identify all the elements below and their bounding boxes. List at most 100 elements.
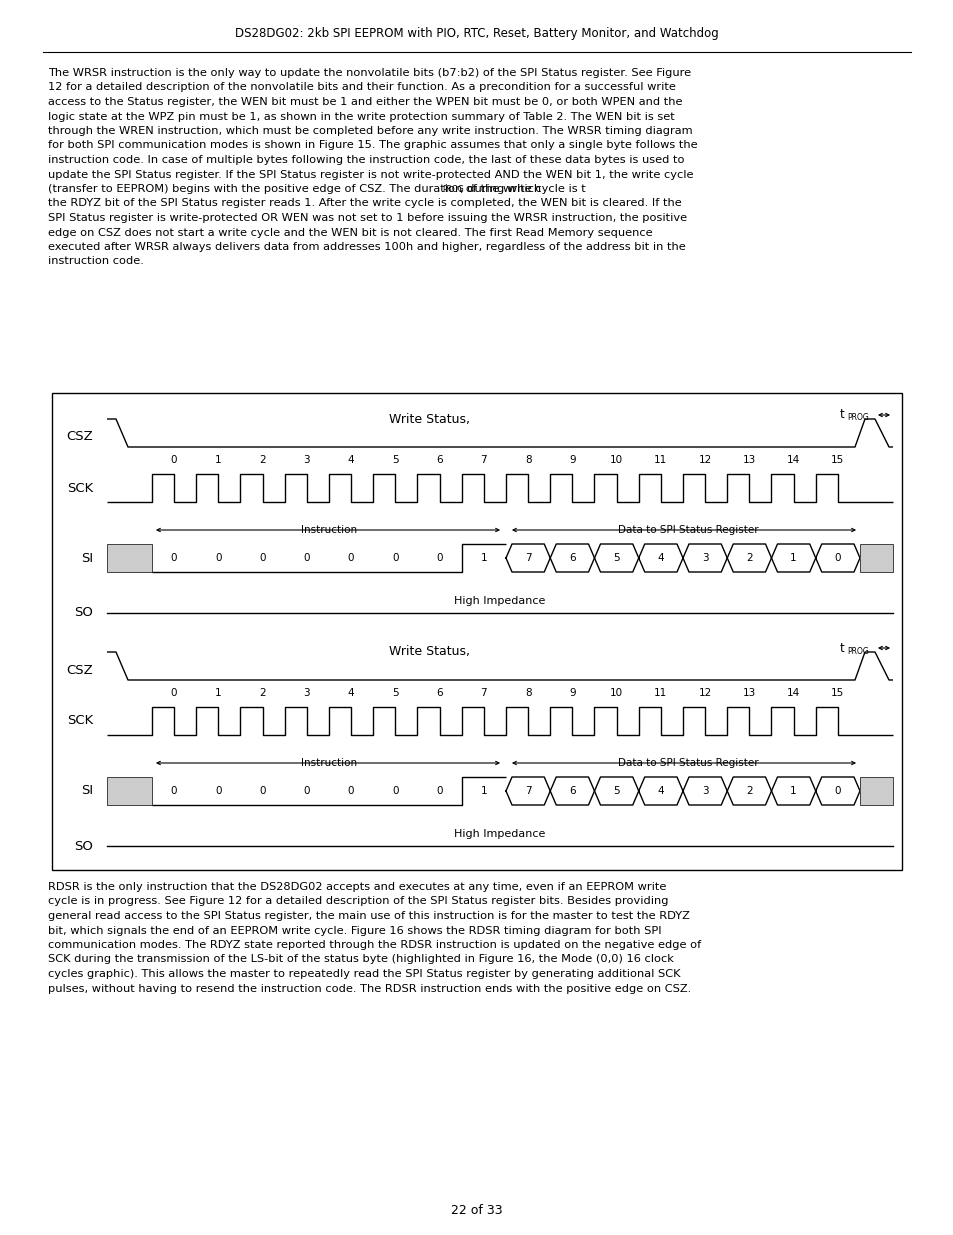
- Polygon shape: [815, 543, 859, 572]
- Polygon shape: [594, 543, 639, 572]
- Text: RDSR is the only instruction that the DS28DG02 accepts and executes at any time,: RDSR is the only instruction that the DS…: [48, 882, 666, 892]
- Text: CSZ: CSZ: [66, 431, 92, 443]
- Text: 5: 5: [613, 553, 619, 563]
- Text: 10: 10: [609, 454, 622, 466]
- Polygon shape: [771, 543, 815, 572]
- Text: 7: 7: [480, 688, 487, 698]
- Text: 9: 9: [569, 688, 575, 698]
- Text: 2: 2: [745, 785, 752, 797]
- Text: instruction code.: instruction code.: [48, 257, 144, 267]
- Text: SCK during the transmission of the LS-bit of the status byte (highlighted in Fig: SCK during the transmission of the LS-bi…: [48, 955, 673, 965]
- Text: 14: 14: [786, 688, 800, 698]
- Text: 0: 0: [303, 785, 310, 797]
- Text: communication modes. The RDYZ state reported through the RDSR instruction is upd: communication modes. The RDYZ state repo…: [48, 940, 700, 950]
- Text: 12: 12: [698, 454, 711, 466]
- Text: for both SPI communication modes is shown in Figure 15. The graphic assumes that: for both SPI communication modes is show…: [48, 141, 697, 151]
- Text: 3: 3: [701, 785, 708, 797]
- Text: PROG: PROG: [846, 414, 868, 422]
- Text: t: t: [840, 409, 843, 421]
- Text: 9: 9: [569, 454, 575, 466]
- Text: High Impedance: High Impedance: [454, 829, 545, 839]
- Text: 12: 12: [698, 688, 711, 698]
- Text: 8: 8: [524, 454, 531, 466]
- Text: 1: 1: [480, 785, 487, 797]
- Text: 0: 0: [348, 553, 354, 563]
- Text: 4: 4: [348, 688, 355, 698]
- Bar: [107, 543, 152, 572]
- Text: executed after WRSR always delivers data from addresses 100h and higher, regardl: executed after WRSR always delivers data…: [48, 242, 685, 252]
- Text: 0: 0: [259, 553, 266, 563]
- Text: 2: 2: [259, 454, 266, 466]
- Text: 2: 2: [745, 553, 752, 563]
- Text: 4: 4: [657, 785, 663, 797]
- Polygon shape: [639, 543, 682, 572]
- Text: , during which: , during which: [459, 184, 540, 194]
- Text: 5: 5: [392, 454, 398, 466]
- Text: 1: 1: [480, 553, 487, 563]
- Text: 3: 3: [701, 553, 708, 563]
- Text: Data to SPI Status Register: Data to SPI Status Register: [617, 525, 758, 535]
- Text: through the WREN instruction, which must be completed before any write instructi: through the WREN instruction, which must…: [48, 126, 692, 136]
- Text: Write Status,: Write Status,: [389, 412, 470, 426]
- Text: PROG: PROG: [846, 646, 868, 656]
- Text: edge on CSZ does not start a write cycle and the WEN bit is not cleared. The fir: edge on CSZ does not start a write cycle…: [48, 227, 652, 237]
- Polygon shape: [726, 777, 771, 805]
- Text: 0: 0: [392, 553, 398, 563]
- Text: PROG: PROG: [442, 185, 463, 194]
- Text: 4: 4: [657, 553, 663, 563]
- Text: Instruction: Instruction: [300, 758, 356, 768]
- Polygon shape: [771, 777, 815, 805]
- Text: pulses, without having to resend the instruction code. The RDSR instruction ends: pulses, without having to resend the ins…: [48, 983, 691, 993]
- Text: 0: 0: [214, 785, 221, 797]
- Text: bit, which signals the end of an EEPROM write cycle. Figure 16 shows the RDSR ti: bit, which signals the end of an EEPROM …: [48, 925, 661, 935]
- Text: 6: 6: [436, 688, 442, 698]
- Text: 0: 0: [303, 553, 310, 563]
- Text: 4: 4: [348, 454, 355, 466]
- Text: 7: 7: [480, 454, 487, 466]
- Text: update the SPI Status register. If the SPI Status register is not write-protecte: update the SPI Status register. If the S…: [48, 169, 693, 179]
- Text: 11: 11: [654, 454, 667, 466]
- Text: SO: SO: [74, 606, 92, 620]
- Text: Instruction: Instruction: [300, 525, 356, 535]
- Text: Data to SPI Status Register: Data to SPI Status Register: [617, 758, 758, 768]
- Text: 12 for a detailed description of the nonvolatile bits and their function. As a p: 12 for a detailed description of the non…: [48, 83, 675, 93]
- Text: 3: 3: [303, 688, 310, 698]
- Polygon shape: [639, 777, 682, 805]
- Bar: [859, 777, 892, 805]
- Bar: [107, 777, 152, 805]
- Text: SI: SI: [81, 552, 92, 564]
- Text: 0: 0: [834, 553, 841, 563]
- Text: DS28DG02: 2kb SPI EEPROM with PIO, RTC, Reset, Battery Monitor, and Watchdog: DS28DG02: 2kb SPI EEPROM with PIO, RTC, …: [234, 27, 719, 40]
- Text: 13: 13: [742, 454, 755, 466]
- Text: SCK: SCK: [67, 715, 92, 727]
- Text: access to the Status register, the WEN bit must be 1 and either the WPEN bit mus: access to the Status register, the WEN b…: [48, 98, 681, 107]
- Text: 1: 1: [214, 454, 221, 466]
- Text: 10: 10: [609, 688, 622, 698]
- Text: 6: 6: [569, 553, 575, 563]
- Text: t: t: [840, 641, 843, 655]
- Text: 0: 0: [171, 785, 177, 797]
- Polygon shape: [726, 543, 771, 572]
- Text: 7: 7: [524, 553, 531, 563]
- Text: 0: 0: [348, 785, 354, 797]
- Text: 22 of 33: 22 of 33: [451, 1203, 502, 1216]
- Polygon shape: [815, 777, 859, 805]
- Text: Write Status,: Write Status,: [389, 646, 470, 658]
- Text: 5: 5: [392, 688, 398, 698]
- Text: 6: 6: [569, 785, 575, 797]
- Text: CSZ: CSZ: [66, 663, 92, 677]
- Text: The WRSR instruction is the only way to update the nonvolatile bits (b7:b2) of t: The WRSR instruction is the only way to …: [48, 68, 690, 78]
- Text: 0: 0: [436, 553, 442, 563]
- Text: 6: 6: [436, 454, 442, 466]
- Polygon shape: [550, 777, 594, 805]
- Polygon shape: [505, 777, 550, 805]
- Text: 0: 0: [171, 454, 177, 466]
- Text: 14: 14: [786, 454, 800, 466]
- Text: 2: 2: [259, 688, 266, 698]
- Text: 0: 0: [171, 553, 177, 563]
- Text: 5: 5: [613, 785, 619, 797]
- Bar: [52, 393, 901, 869]
- Text: cycles graphic). This allows the master to repeatedly read the SPI Status regist: cycles graphic). This allows the master …: [48, 969, 679, 979]
- Text: the RDYZ bit of the SPI Status register reads 1. After the write cycle is comple: the RDYZ bit of the SPI Status register …: [48, 199, 681, 209]
- Text: SI: SI: [81, 784, 92, 798]
